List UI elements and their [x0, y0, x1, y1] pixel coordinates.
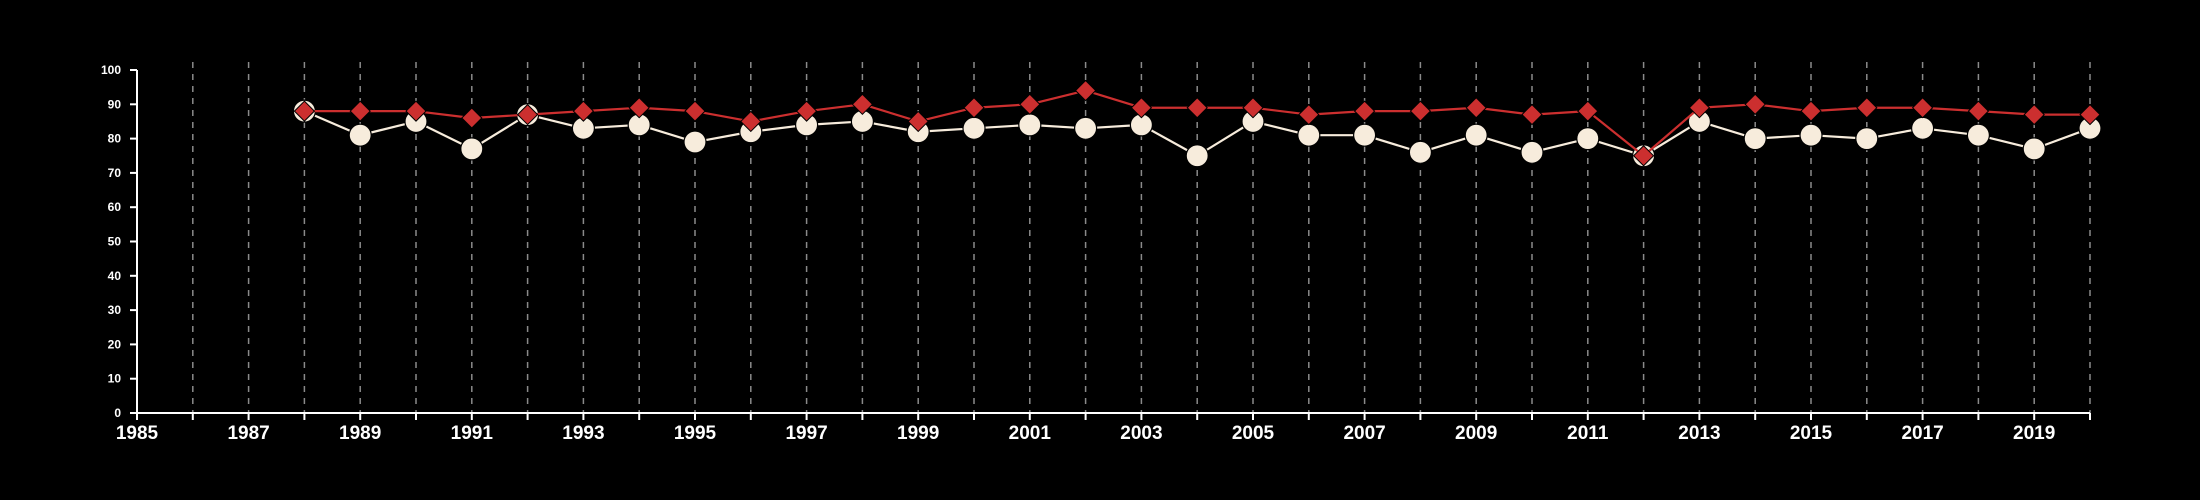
series-1-point-2006 [1298, 103, 1320, 126]
series-1-point-1991 [461, 107, 483, 129]
x-tick-label-2003: 2003 [1120, 423, 1162, 444]
series-1-point-2005 [1242, 97, 1264, 119]
series-1-point-1994 [628, 97, 650, 119]
x-tick-label-2019: 2019 [2013, 423, 2055, 444]
series-1-point-2015 [1800, 100, 1822, 122]
series-0-point-2008 [1408, 140, 1433, 164]
series-1-point-2010 [1521, 103, 1543, 126]
series-1-point-2003 [1130, 97, 1153, 119]
series-1-point-1993 [572, 100, 595, 122]
series-0-point-2015 [1799, 123, 1823, 147]
series-1-point-1995 [684, 100, 706, 122]
x-tick-label-1987: 1987 [227, 423, 269, 444]
x-tick-label-2007: 2007 [1343, 423, 1385, 444]
series-0-point-2001 [1018, 113, 1042, 137]
series-1-point-1992 [516, 103, 539, 126]
series-0-point-1995 [683, 130, 707, 154]
series-1-point-2008 [1409, 100, 1432, 122]
x-tick-label-1995: 1995 [674, 423, 717, 444]
series-0-point-1991 [460, 137, 484, 161]
series-1-point-2002 [1074, 79, 1097, 102]
series-0-point-2014 [1743, 127, 1767, 151]
y-tick-label-60: 60 [108, 200, 122, 214]
x-tick-label-2017: 2017 [1901, 423, 1943, 444]
y-tick-label-20: 20 [108, 337, 122, 351]
y-tick-label-80: 80 [108, 132, 122, 146]
series-1-point-2009 [1465, 97, 1487, 119]
series-1-point-2014 [1744, 93, 1766, 116]
series-0-point-2007 [1352, 123, 1377, 147]
x-tick-label-1993: 1993 [562, 423, 604, 444]
y-tick-label-10: 10 [108, 372, 122, 386]
grid-lines [192, 62, 2091, 413]
series [292, 79, 2102, 168]
y-tick-label-100: 100 [101, 63, 121, 77]
y-tick-label-30: 30 [108, 303, 122, 317]
series-1-point-2004 [1186, 97, 1208, 119]
y-tick-label-0: 0 [114, 406, 121, 420]
series-1-point-2013 [1688, 97, 1711, 119]
series-0-point-1989 [348, 123, 372, 147]
y-tick-label-40: 40 [108, 269, 122, 283]
tick-labels: 1985 1987 1989 1991 1993 1995 1997 1999 2001 2003… [101, 63, 2055, 444]
series-1-point-1996 [740, 110, 762, 133]
series-0-point-2004 [1185, 144, 1209, 168]
x-tick-label-2005: 2005 [1232, 423, 1275, 444]
x-tick-label-1991: 1991 [451, 423, 494, 444]
series-1 [293, 79, 2101, 167]
y-tick-label-90: 90 [108, 97, 122, 111]
x-tick-label-1997: 1997 [785, 423, 827, 444]
series-0-point-2009 [1464, 123, 1488, 147]
series-1-point-2018 [1967, 100, 1990, 122]
x-tick-label-2009: 2009 [1455, 423, 1497, 444]
series-1-point-2011 [1577, 100, 1599, 122]
series-0-point-2016 [1855, 127, 1879, 151]
axes [130, 69, 2091, 420]
x-tick-label-2013: 2013 [1678, 423, 1720, 444]
series-1-point-2017 [1911, 97, 1934, 119]
series-0-point-2018 [1966, 123, 1991, 147]
x-tick-label-1985: 1985 [116, 423, 159, 444]
series-0-point-2011 [1576, 127, 1600, 151]
x-tick-label-2011: 2011 [1567, 423, 1609, 444]
y-tick-label-70: 70 [108, 166, 122, 180]
series-1-point-1997 [795, 100, 818, 122]
series-0-point-2000 [962, 116, 986, 140]
y-tick-label-50: 50 [108, 235, 122, 249]
series-1-point-1999 [907, 110, 929, 133]
x-tick-label-2001: 2001 [1009, 423, 1052, 444]
series-1-point-2019 [2023, 103, 2045, 126]
x-tick-label-1999: 1999 [897, 423, 939, 444]
series-0-point-2002 [1073, 116, 1098, 140]
series-1-point-2007 [1353, 100, 1376, 122]
series-0-point-2019 [2022, 137, 2046, 161]
series-1-point-1998 [851, 93, 874, 116]
series-1-point-2012 [1632, 145, 1655, 167]
series-1-point-1989 [349, 100, 371, 122]
series-0-point-2006 [1297, 123, 1321, 147]
series-0-point-2017 [1910, 116, 1935, 140]
series-1-point-1990 [405, 100, 427, 122]
series-1-point-2020 [2079, 103, 2101, 126]
x-tick-label-2015: 2015 [1790, 423, 1833, 444]
series-1-point-2001 [1019, 93, 1041, 116]
x-tick-label-1989: 1989 [339, 423, 381, 444]
series-0-point-2010 [1520, 140, 1544, 164]
series-1-point-2016 [1856, 97, 1878, 119]
series-1-point-2000 [963, 97, 985, 119]
series-1-point-1988 [293, 100, 316, 122]
